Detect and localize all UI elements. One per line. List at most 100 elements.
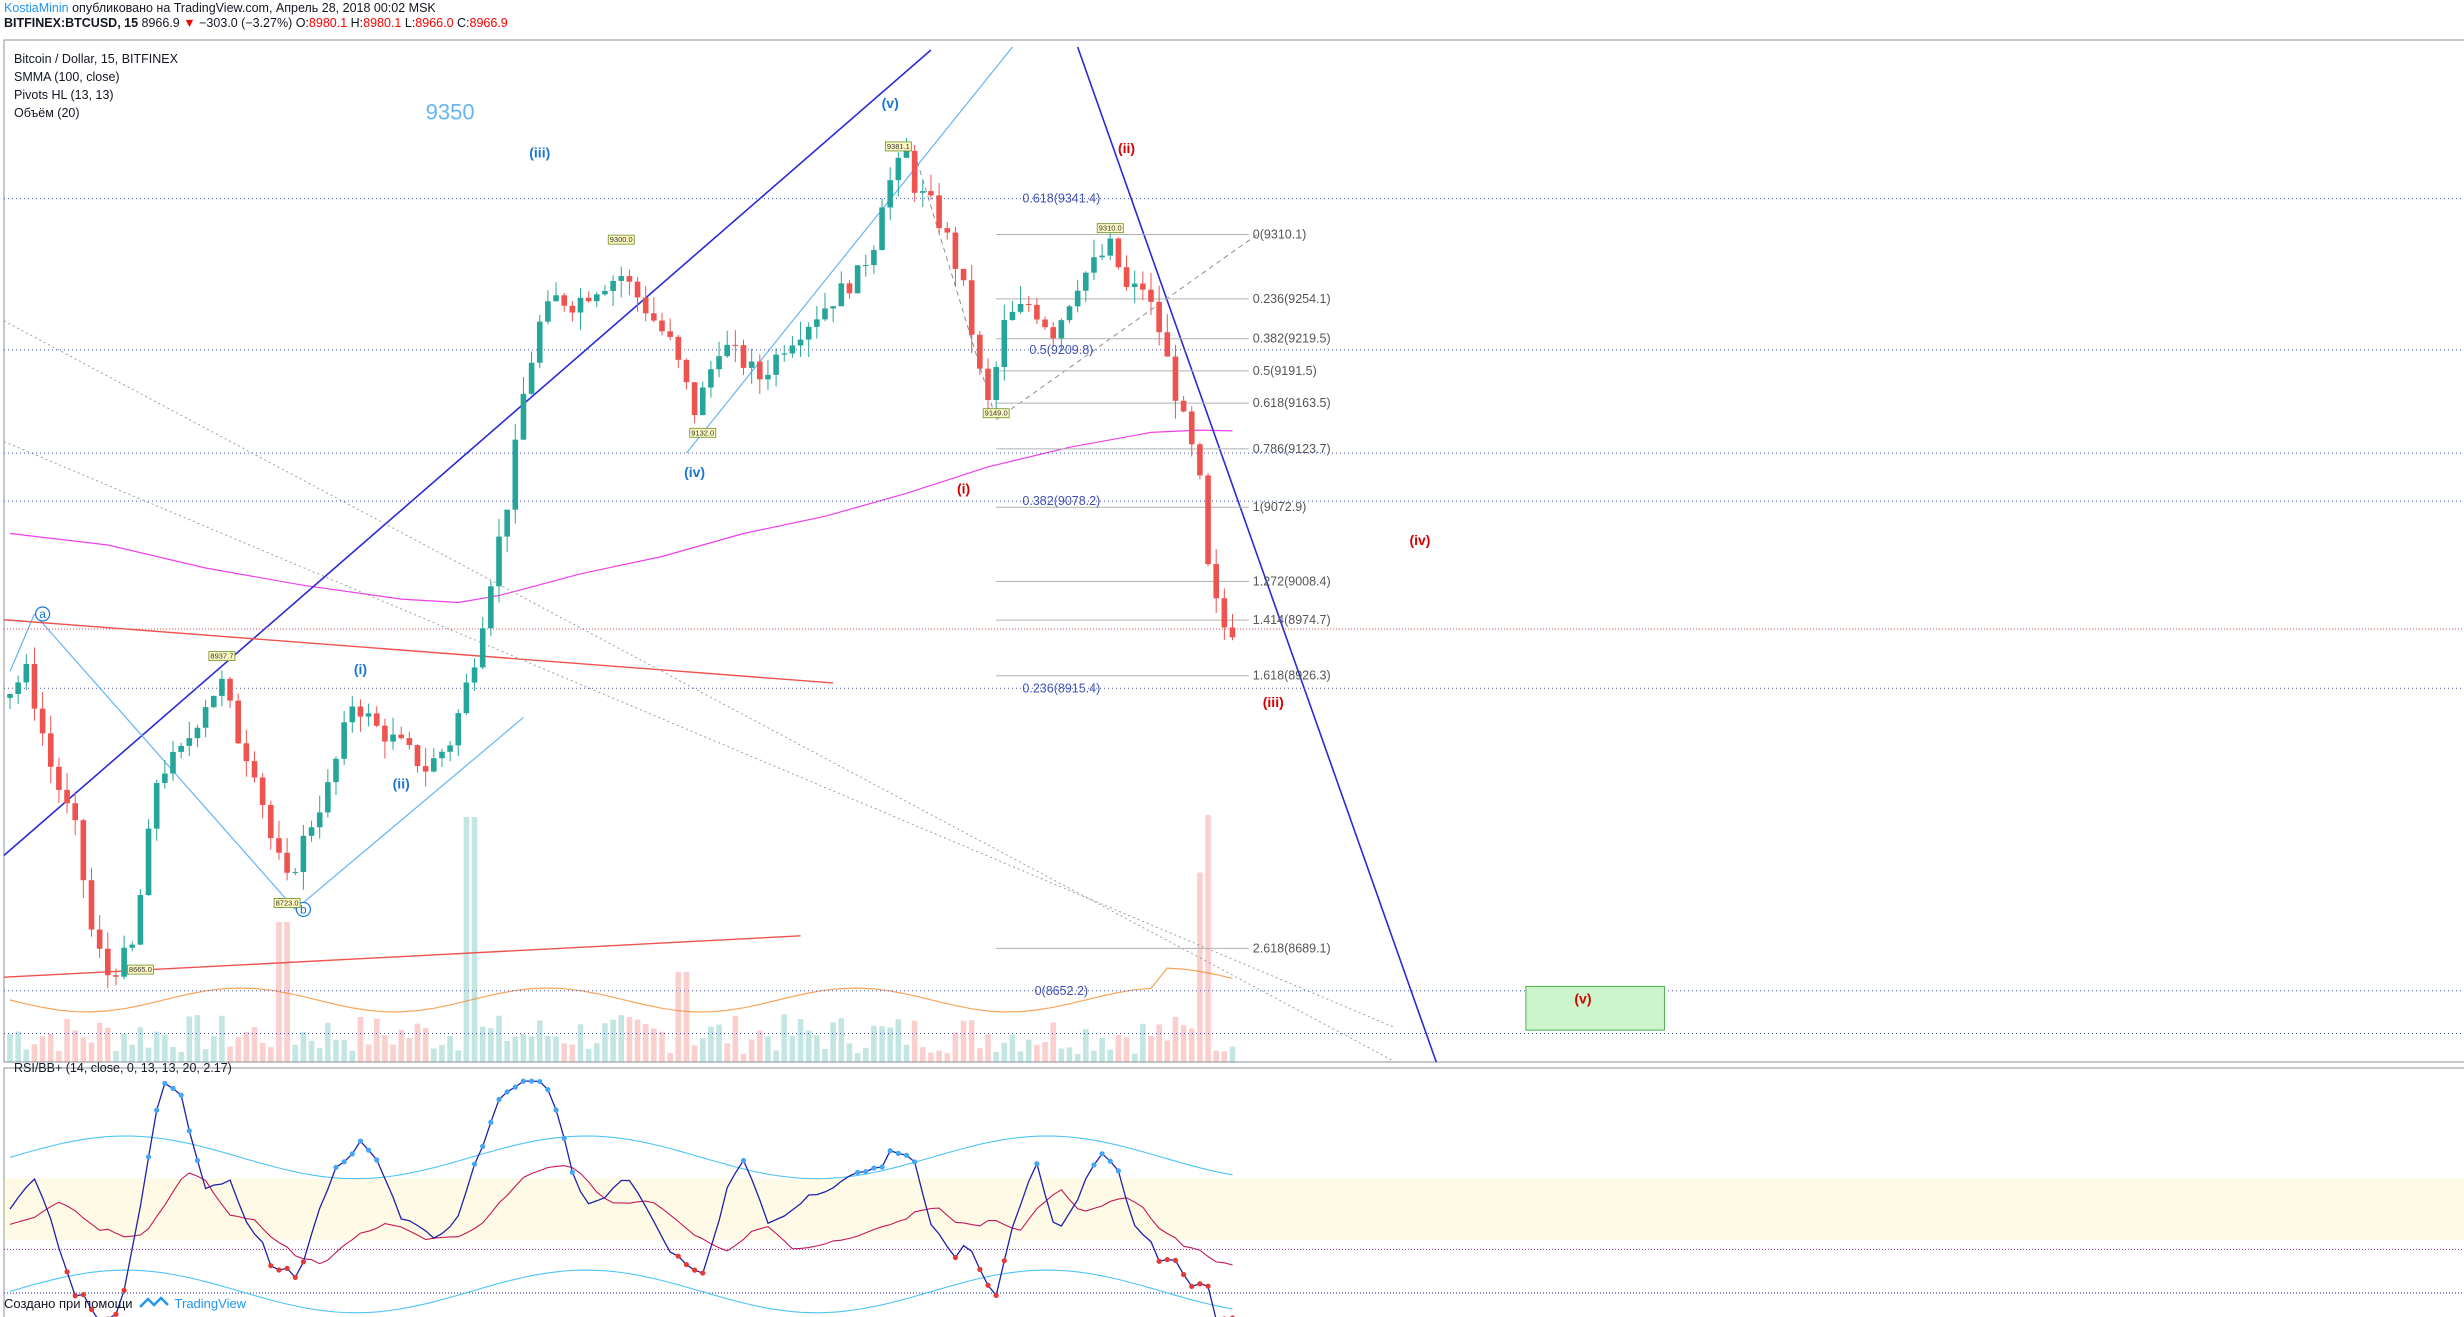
candle-body: [536, 321, 543, 363]
fib-ext-label: 1.618(8926.3): [1253, 669, 1331, 683]
rsi-dot: [88, 1306, 95, 1313]
volume-bar: [944, 1053, 951, 1062]
volume-bar: [757, 1030, 763, 1062]
volume-bar: [594, 1043, 600, 1062]
volume-bar: [1042, 1042, 1048, 1062]
volume-bar: [659, 1031, 665, 1062]
volume-bar: [691, 1045, 698, 1062]
candle-body: [308, 827, 315, 836]
tradingview-logo-icon: [138, 1296, 169, 1308]
volume-bar: [39, 1036, 46, 1062]
price-change: −303.0 (−3.27%): [199, 16, 293, 30]
candle-body: [602, 290, 608, 295]
footer: Создано при помощи TradingView: [4, 1292, 246, 1314]
volume-bar: [871, 1025, 877, 1062]
candle-body: [439, 751, 445, 759]
rsi-dot: [1164, 1256, 1170, 1263]
target-box: [1525, 985, 1665, 1031]
volume-bar: [178, 1051, 184, 1062]
rsi-dot: [1205, 1283, 1211, 1289]
candle-body: [642, 297, 649, 314]
rsi-dot: [333, 1164, 339, 1170]
volume-bar: [23, 1049, 30, 1062]
volume-bar: [1205, 815, 1211, 1062]
candle-body: [765, 374, 771, 380]
rsi-dot: [569, 1169, 575, 1175]
candle-body: [651, 313, 657, 321]
rsi-dot: [993, 1292, 999, 1299]
rsi-dot: [692, 1267, 698, 1273]
volume-bar: [1148, 1035, 1154, 1062]
candle-body: [129, 944, 136, 948]
volume-bar: [479, 1026, 486, 1062]
candle-body: [773, 354, 779, 375]
volume-bar: [536, 1020, 543, 1062]
candle-body: [545, 301, 551, 322]
legend-pivots[interactable]: Pivots HL (13, 13): [14, 88, 114, 102]
volume-bar: [137, 1027, 144, 1062]
volume-bar: [316, 1047, 323, 1062]
volume-bar: [406, 1037, 413, 1062]
volume-bar: [797, 1019, 804, 1062]
volume-bar: [1221, 1051, 1228, 1062]
fib-ext-label: 0.5(9191.5): [1253, 364, 1317, 378]
rsi-dot: [977, 1266, 983, 1273]
candle-body: [1107, 238, 1114, 256]
candle-body: [447, 745, 453, 752]
candle-body: [1123, 267, 1130, 288]
fib-ext-label: 0.618(9163.5): [1253, 396, 1331, 410]
candle-body: [960, 268, 967, 281]
legend-smma[interactable]: SMMA (100, close): [14, 70, 120, 84]
candle-body: [194, 727, 201, 739]
wave-circle-label: b: [300, 902, 307, 916]
volume-bar: [960, 1020, 967, 1062]
legend-volume[interactable]: Объём (20): [14, 106, 80, 120]
candle-body: [1115, 238, 1122, 268]
candle-body: [162, 773, 168, 783]
candle-body: [373, 713, 380, 726]
rsi-dot: [871, 1165, 877, 1171]
fib-ext-label: 1.414(8974.7): [1253, 613, 1331, 627]
rsi-dot: [284, 1265, 290, 1271]
candle-body: [259, 777, 266, 805]
candle-body: [1058, 320, 1065, 339]
fib-retrace-label: 0.236(8915.4): [1022, 681, 1100, 695]
rsi-dot: [268, 1263, 274, 1269]
close-value: 8966.9: [469, 16, 508, 30]
rsi-dot: [985, 1282, 991, 1288]
rsi-dot: [903, 1152, 910, 1158]
volume-bar: [325, 1023, 331, 1062]
downtrend-line: [1076, 46, 1438, 1063]
legend-rsi[interactable]: RSI/BB+ (14, close, 0, 13, 13, 20, 2.17): [14, 1061, 232, 1075]
author-link[interactable]: KostiaMinin: [4, 1, 69, 15]
publish-text: опубликовано на TradingView.com, Апрель …: [72, 1, 436, 15]
candle-body: [1148, 289, 1154, 302]
rsi-dot: [529, 1078, 535, 1084]
candle-body: [1099, 255, 1105, 258]
candle-body: [431, 758, 437, 772]
volume-bar: [675, 972, 682, 1062]
volume-bar: [422, 1027, 429, 1062]
volume-bar: [1058, 1048, 1065, 1062]
volume-bar: [952, 1032, 959, 1062]
candle-body: [569, 305, 576, 313]
volume-bar: [732, 1015, 739, 1062]
volume-bar: [504, 1041, 510, 1062]
candle-body: [219, 678, 225, 696]
volume-bar: [642, 1024, 649, 1062]
candle-body: [341, 722, 347, 759]
tradingview-brand[interactable]: TradingView: [174, 1295, 247, 1311]
legend-title[interactable]: Bitcoin / Dollar, 15, BITFINEX: [14, 52, 178, 66]
candle-body: [822, 308, 828, 320]
candle-body: [1172, 356, 1179, 401]
volume-bar: [357, 1016, 364, 1062]
pivot-tag-label: 9149.0: [985, 409, 1008, 418]
candle-body: [1066, 306, 1073, 321]
fib-ext-label: 0.382(9219.5): [1253, 332, 1331, 346]
candle-body: [553, 295, 559, 302]
candle-body: [789, 345, 796, 354]
rsi-signal-line: [9, 1165, 1233, 1266]
rsi-dot: [488, 1119, 494, 1125]
volume-bar: [708, 1026, 714, 1062]
